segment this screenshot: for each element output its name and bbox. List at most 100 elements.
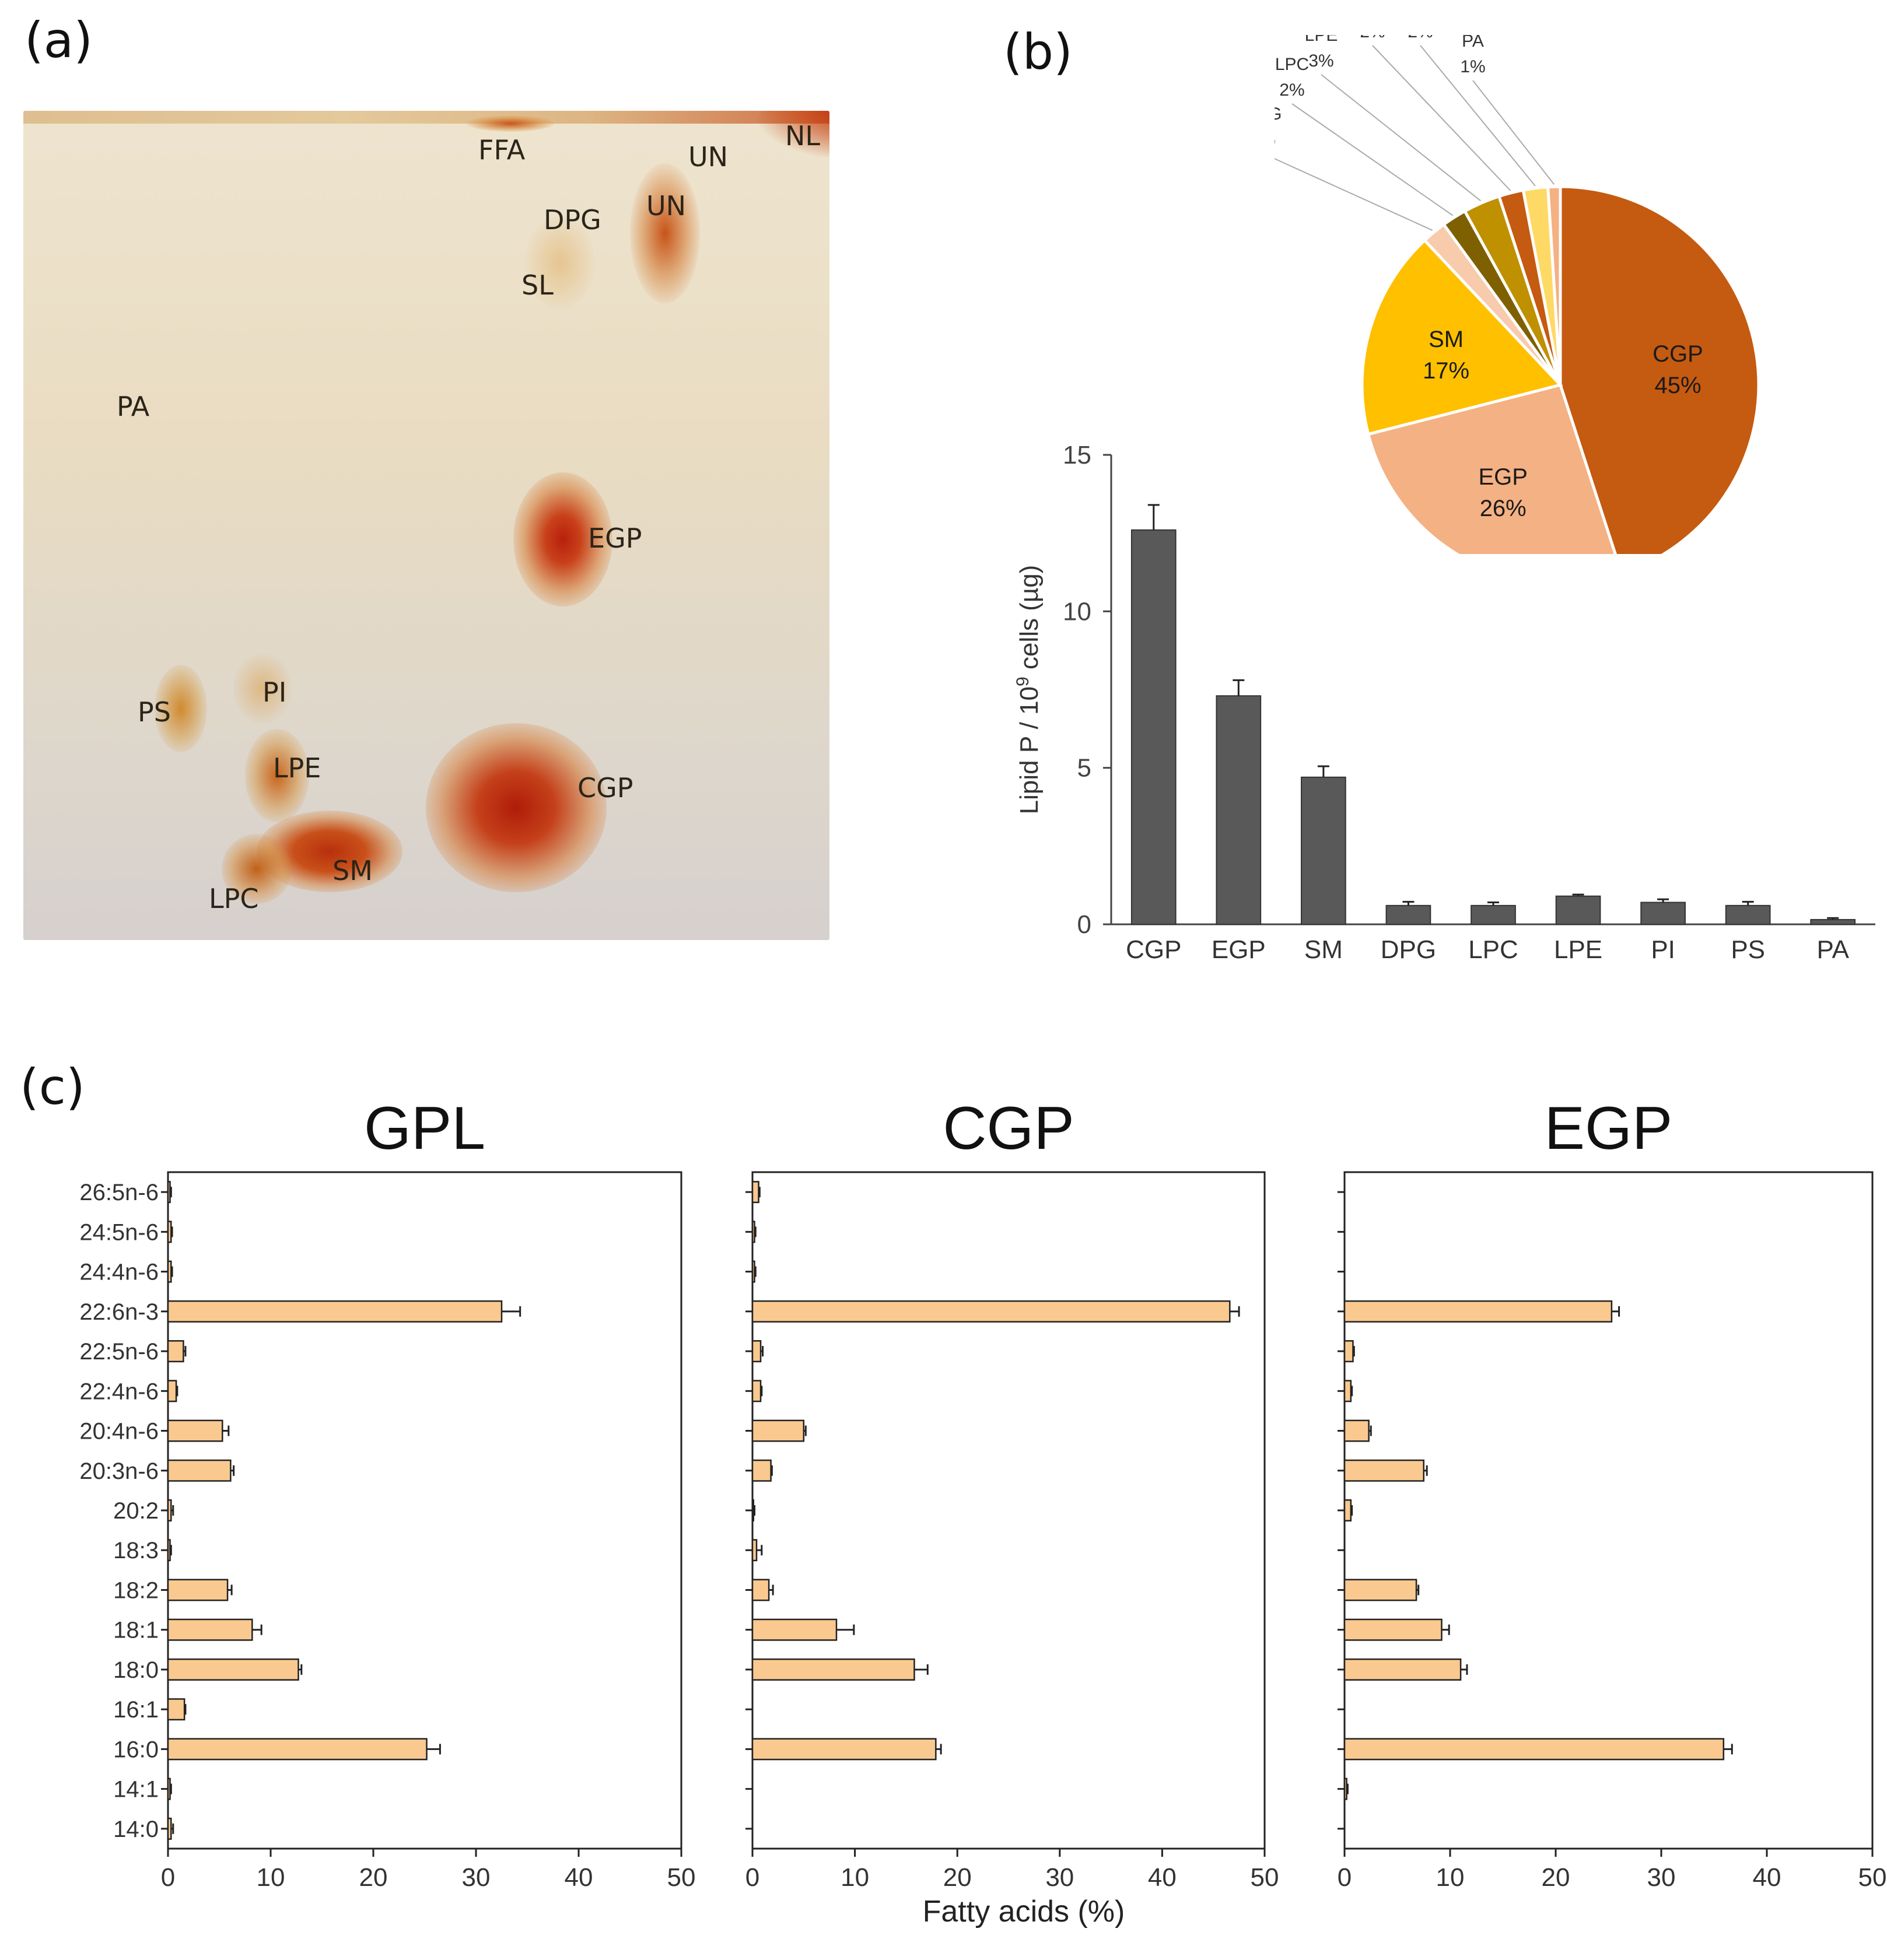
bar-lpe — [1555, 895, 1601, 925]
x-tick-label-cgp: 40 — [1148, 1863, 1177, 1892]
category-label-22-5n-6: 22:5n-6 — [79, 1339, 159, 1365]
bar-cgp-22-6n-3 — [751, 1300, 1231, 1323]
pie-leader-pi — [1372, 45, 1511, 191]
pie-ext-pct-lpe: 3% — [1308, 51, 1333, 71]
tlc-label-un-1: UN — [688, 141, 729, 173]
spot-pi — [233, 653, 292, 723]
bar-egp-18-2 — [1343, 1579, 1417, 1601]
bar-egp-22-6n-3 — [1343, 1300, 1613, 1323]
tlc-label-pi: PI — [262, 676, 287, 708]
bar-gpl-20-3n-6 — [167, 1459, 232, 1482]
bar-sm — [1301, 776, 1346, 925]
pie-slice-cgp — [1559, 185, 1760, 554]
x-tick-label-egp: 0 — [1338, 1863, 1352, 1892]
bar-gpl-24-4n-6 — [167, 1260, 172, 1283]
x-tick-label-egp: 40 — [1753, 1863, 1781, 1892]
tlc-label-ffa: FFA — [478, 134, 526, 166]
panel-label-c: (c) — [20, 1058, 85, 1116]
bar-category-lpc: LPC — [1468, 935, 1518, 964]
bar-y-tick-label: 15 — [1063, 441, 1091, 469]
tlc-label-cgp: CGP — [577, 772, 633, 804]
bar-gpl-18-2 — [167, 1579, 229, 1601]
bar-egp-16-0 — [1343, 1738, 1725, 1761]
bar-cgp-22-5n-6 — [751, 1340, 762, 1363]
bar-gpl-14-1 — [167, 1777, 171, 1800]
x-tick-label-cgp: 0 — [745, 1863, 759, 1892]
spot-lpc — [222, 834, 292, 904]
panel-label-a: (a) — [24, 12, 93, 69]
bar-y-axis-label: Lipid P / 109 cells (µg) — [1013, 565, 1044, 815]
category-label-24-4n-6: 24:4n-6 — [79, 1260, 159, 1285]
bar-category-ps: PS — [1731, 935, 1765, 964]
category-label-16-0: 16:0 — [113, 1737, 159, 1762]
tlc-label-lpc: LPC — [209, 883, 259, 914]
bar-gpl-20-2 — [167, 1499, 172, 1521]
spot-lpe — [245, 729, 309, 822]
bar-cgp-18-0 — [751, 1658, 915, 1681]
bar-cgp — [1130, 529, 1177, 925]
bar-gpl-14-0 — [167, 1817, 172, 1840]
bar-egp-18-1 — [1343, 1618, 1443, 1641]
tlc-label-dpg: DPG — [544, 204, 601, 236]
pie-ext-pct-lpc: 2% — [1279, 80, 1304, 100]
tlc-label-ps: PS — [138, 696, 171, 728]
bar-cgp-18-3 — [751, 1539, 758, 1562]
bar-category-cgp: CGP — [1126, 935, 1181, 964]
pie-leader-ps — [1420, 45, 1536, 187]
bar-ps — [1725, 904, 1771, 925]
pie-leader-lpe — [1321, 74, 1482, 202]
x-axis-label: Fatty acids (%) — [923, 1895, 1125, 1929]
bar-gpl-18-0 — [167, 1658, 299, 1681]
bar-pi — [1640, 902, 1686, 925]
x-tick-label-egp: 50 — [1858, 1863, 1887, 1892]
panel-title-egp: EGP — [1545, 1095, 1673, 1162]
x-tick-label-gpl: 0 — [161, 1863, 175, 1892]
pie-ext-pct-ps: 2% — [1408, 35, 1433, 41]
pie-slice-pa — [1546, 185, 1562, 385]
x-tick-label-egp: 10 — [1436, 1863, 1465, 1892]
x-tick-label-cgp: 50 — [1251, 1863, 1279, 1892]
bar-gpl-26-5n-6 — [167, 1181, 171, 1204]
bar-gpl-24-5n-6 — [167, 1221, 172, 1243]
pie-ext-label-pa: PA — [1462, 35, 1484, 51]
category-label-18-1: 18:1 — [113, 1618, 159, 1643]
bar-egp-20-4n-6 — [1343, 1419, 1370, 1442]
bar-gpl-18-1 — [167, 1618, 253, 1641]
bar-egp-20-3n-6 — [1343, 1459, 1424, 1482]
x-tick-label-cgp: 10 — [841, 1863, 869, 1892]
bar-cgp-24-4n-6 — [751, 1260, 755, 1283]
x-tick-label-cgp: 30 — [1045, 1863, 1074, 1892]
pie-label-egp: EGP — [1478, 464, 1527, 490]
pie-leader-pa — [1472, 80, 1555, 185]
panel-title-gpl: GPL — [364, 1095, 485, 1162]
bar-gpl-22-6n-3 — [167, 1300, 503, 1323]
bar-lpc — [1471, 904, 1516, 925]
category-label-18-2: 18:2 — [113, 1577, 159, 1603]
bar-cgp-26-5n-6 — [751, 1181, 759, 1204]
bar-egp-22-5n-6 — [1343, 1340, 1354, 1363]
x-tick-label-egp: 30 — [1647, 1863, 1676, 1892]
bar-gpl-16-0 — [167, 1738, 428, 1761]
pie-ext-label-lpc: LPC — [1275, 55, 1309, 74]
spot-ffa — [467, 115, 554, 132]
category-label-20-3n-6: 20:3n-6 — [79, 1458, 159, 1484]
bar-egp — [1216, 695, 1262, 925]
solvent-front — [23, 111, 829, 124]
category-label-22-6n-3: 22:6n-3 — [79, 1299, 159, 1325]
category-label-20-4n-6: 20:4n-6 — [79, 1419, 159, 1444]
pie-pct-egp: 26% — [1480, 496, 1527, 521]
pie-slice-sm — [1360, 238, 1563, 436]
bar-gpl-16-1 — [167, 1698, 185, 1721]
bar-chart: 0 5 10 15 CGP EGP SM DPG LPC LPE PI PS PA Lipid P / 1… — [1013, 441, 1875, 964]
tlc-plate-image: FFA NL UN UN DPG SL PA EGP PS PI LPE CGP… — [23, 111, 829, 940]
tlc-label-pa: PA — [117, 391, 150, 422]
bar-dpg — [1385, 904, 1431, 925]
bar-gpl-22-4n-6 — [167, 1380, 177, 1402]
pie-slice-egp — [1366, 383, 1617, 554]
pie-ext-pct-dpg: 2% — [1275, 130, 1276, 149]
x-tick-label-gpl: 20 — [359, 1863, 388, 1892]
x-tick-label-egp: 20 — [1542, 1863, 1570, 1892]
bar-y-tick-label: 5 — [1077, 754, 1091, 783]
pie-leader-lpc — [1291, 103, 1454, 216]
pie-leader-dpg — [1275, 157, 1433, 231]
